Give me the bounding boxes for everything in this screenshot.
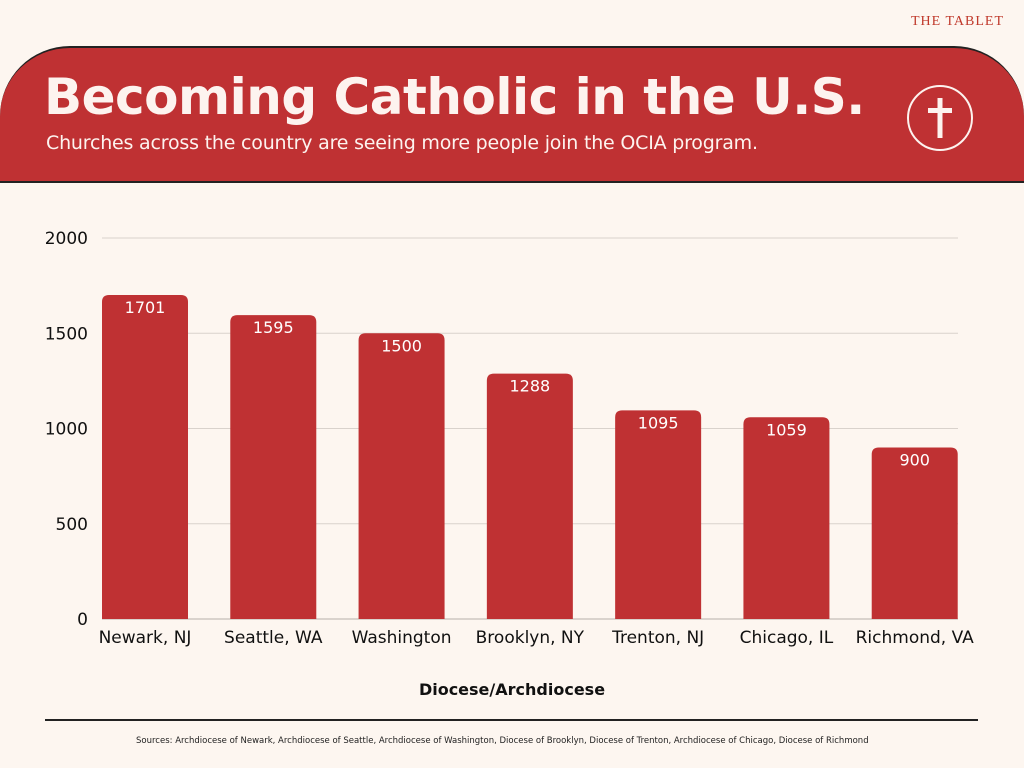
x-tick-label: Chicago, IL [740,628,834,648]
header-banner: Becoming Catholic in the U.S. Churches a… [0,46,1024,183]
x-tick-label: Seattle, WA [224,628,323,648]
data-labels: 1701 1595 1500 1288 1095 1059 900 [125,298,930,470]
bar-value-label: 900 [899,451,930,470]
bar-value-label: 1059 [766,420,807,439]
bar [615,410,702,619]
x-axis-labels: Newark, NJ Seattle, WA Washington Brooklyn,… [99,628,975,648]
x-axis-title: Diocese/Archdiocese [418,680,606,699]
y-axis-ticks: 0 500 1000 1500 2000 [45,229,88,630]
y-tick-label: 1500 [45,324,88,344]
page-subtitle: Churches across the country are seeing m… [46,132,758,154]
bar-value-label: 1288 [509,377,550,396]
page-title: Becoming Catholic in the U.S. [44,68,865,126]
bar [743,417,830,619]
x-tick-label: Washington [352,628,452,648]
bar-value-label: 1500 [381,336,422,355]
y-tick-label: 0 [77,610,88,630]
bar [486,373,573,619]
footer-divider [45,719,978,721]
bar-value-label: 1595 [253,318,294,337]
bar [358,333,445,619]
brand-logo: THE TABLET [911,14,1004,29]
x-tick-label: Trenton, NJ [611,628,704,648]
cross-icon [907,85,973,151]
x-tick-label: Brooklyn, NY [476,628,585,648]
y-tick-label: 2000 [45,229,88,249]
y-tick-label: 1000 [45,420,88,440]
bar [102,294,188,619]
bar-value-label: 1095 [638,413,679,432]
bars [102,294,958,619]
bar [871,447,958,619]
x-tick-label: Newark, NJ [99,628,192,648]
y-tick-label: 500 [56,515,88,535]
sources-note: Sources: Archdiocese of Newark, Archdioc… [136,736,869,746]
bar-value-label: 1701 [125,298,166,317]
x-tick-label: Richmond, VA [856,628,975,648]
bar [230,315,317,619]
